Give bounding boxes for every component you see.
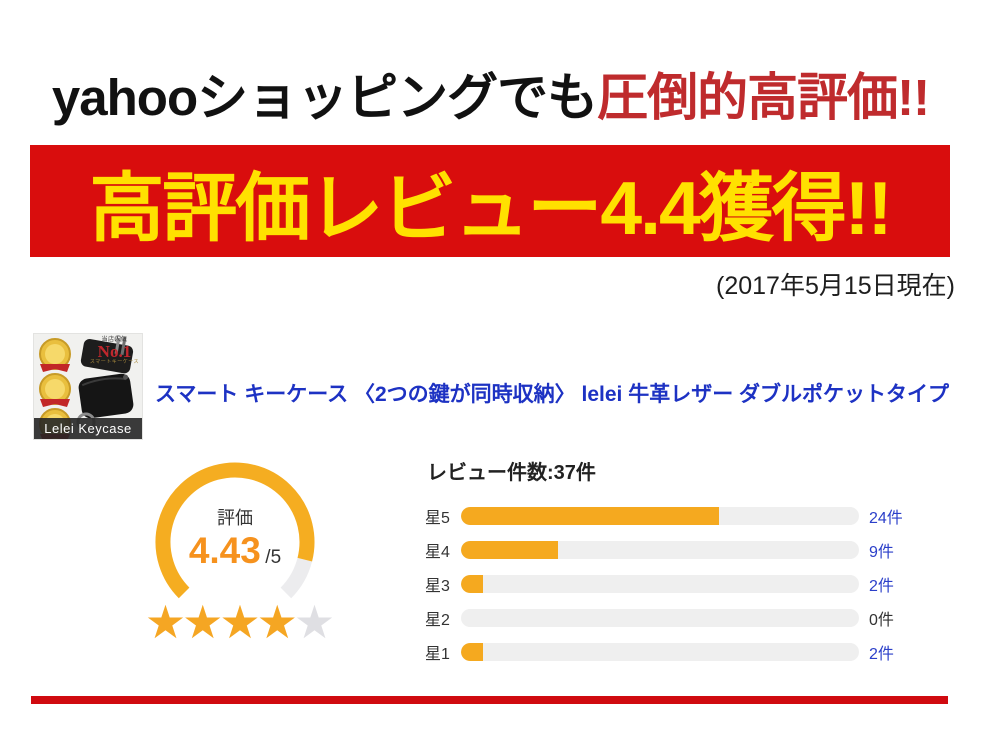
review-bar-track: [461, 541, 859, 559]
review-count-link: 0件: [869, 612, 894, 629]
review-count-link[interactable]: 2件: [869, 578, 894, 595]
star-rating: ★★★★★: [138, 599, 338, 645]
review-count-link[interactable]: 24件: [869, 510, 903, 527]
gauge-score-max: /5: [265, 547, 282, 568]
headline-black-text: yahooショッピングでも: [51, 69, 598, 126]
star-level-label: 星2: [425, 612, 450, 629]
product-thumbnail[interactable]: 当店人気 No.1 スマートキーケース Lelei Keycase: [33, 333, 143, 440]
star-level-label: 星3: [425, 578, 450, 595]
headline: yahooショッピングでも圧倒的高評価!!: [0, 56, 981, 130]
no1-badge-top-text: 当店人気: [101, 337, 128, 343]
review-bar-fill: [461, 643, 483, 661]
star-empty-icon: ★: [293, 595, 335, 649]
review-bar-track: [461, 643, 859, 661]
star-level-label: 星4: [425, 544, 450, 561]
review-bar-row: 星3 2件: [425, 567, 955, 601]
date-note: (2017年5月15日現在): [716, 272, 955, 300]
review-bar-fill: [461, 575, 483, 593]
review-bar-fill: [461, 507, 720, 525]
product-title-link[interactable]: スマート キーケース 〈2つの鍵が同時収納〉 lelei 牛革レザー ダブルポケ…: [155, 383, 950, 406]
star-level-label: 星5: [425, 510, 450, 527]
headline-red-text: 圧倒的高評価!!: [597, 69, 930, 126]
review-bar-row: 星4 9件: [425, 533, 955, 567]
rating-banner-text: 高評価レビュー4.4獲得!!: [89, 165, 892, 250]
star-filled-icon: ★: [144, 595, 186, 649]
review-bar-track: [461, 609, 859, 627]
review-bar-track: [461, 507, 859, 525]
bottom-red-stripe: [31, 696, 948, 704]
review-bar-fill: [461, 541, 558, 559]
star-filled-icon: ★: [182, 595, 223, 649]
review-bar-row: 星2 0件: [425, 601, 955, 635]
review-count-link[interactable]: 9件: [869, 544, 894, 561]
rating-gauge: 評価 4.43 /5: [146, 462, 324, 627]
gauge-score-line: 4.43 /5: [146, 530, 324, 572]
star-filled-icon: ★: [256, 595, 298, 649]
star-level-label: 星1: [425, 646, 450, 663]
rating-banner: 高評価レビュー4.4獲得!!: [30, 145, 950, 257]
review-panel: レビュー件数:37件 星5 24件 星4 9件 星3 2件 星2 0件 星1: [425, 456, 955, 669]
review-rows: 星5 24件 星4 9件 星3 2件 星2 0件 星1 2件: [425, 499, 955, 669]
review-bar-row: 星5 24件: [425, 499, 955, 533]
review-bar-row: 星1 2件: [425, 635, 955, 669]
no1-badge-sub-text: スマートキーケース: [89, 359, 139, 365]
gauge-arc: [155, 462, 315, 599]
star-filled-icon: ★: [219, 595, 260, 649]
gauge-label: 評価: [217, 508, 253, 528]
review-count-header: レビュー件数:37件: [427, 462, 596, 484]
review-count-link[interactable]: 2件: [869, 646, 894, 663]
no1-badge: 当店人気 No.1 スマートキーケース: [90, 337, 139, 365]
gauge-score-value: 4.43: [188, 530, 261, 571]
thumbnail-caption: Lelei Keycase: [34, 418, 142, 439]
review-bar-track: [461, 575, 859, 593]
no1-badge-text: No.1: [97, 342, 132, 361]
